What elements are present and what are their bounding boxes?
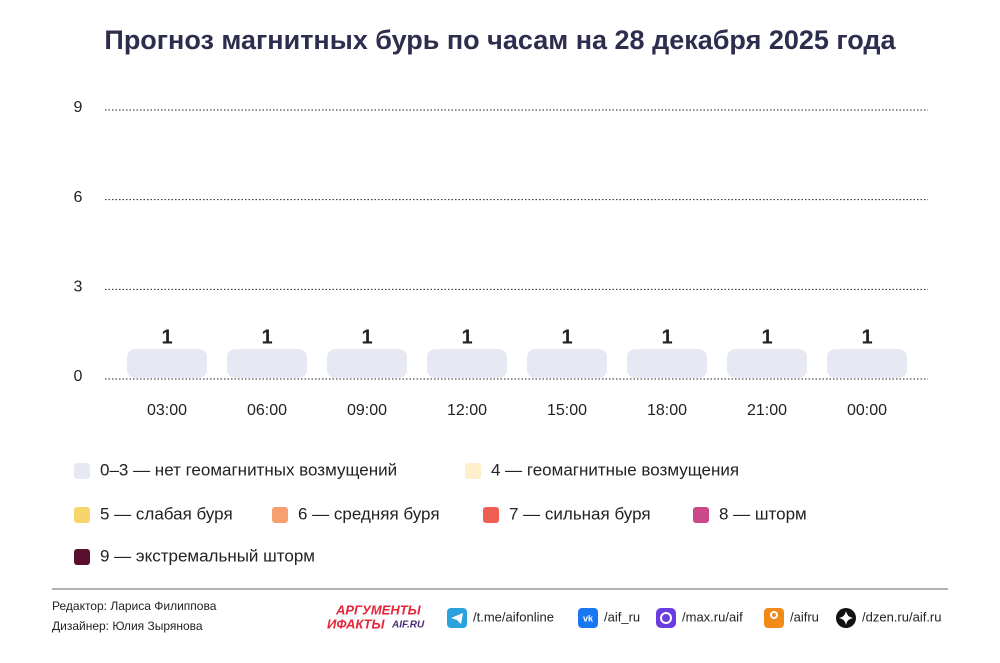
social-icons: vk — [447, 608, 856, 628]
icon-glyph: vk — [583, 613, 594, 623]
logo: АРГУМЕНТЫ ИФАКТЫ AIF.RU — [327, 602, 425, 631]
value-label: 1 — [661, 326, 672, 348]
social-link[interactable]: /dzen.ru/aif.ru — [862, 609, 942, 624]
value-label: 1 — [161, 326, 172, 348]
legend-swatch — [272, 507, 288, 523]
legend-swatch — [693, 507, 709, 523]
x-tick-label: 21:00 — [747, 402, 787, 419]
legend-label: 0–3 — нет геомагнитных возмущений — [100, 460, 397, 479]
credit: Редактор: Лариса Филиппова — [52, 599, 217, 613]
social-link[interactable]: /aifru — [790, 609, 819, 624]
x-tick-label: 06:00 — [247, 402, 287, 419]
x-tick-label: 09:00 — [347, 402, 387, 419]
legend-label: 9 — экстремальный шторм — [100, 546, 315, 565]
x-tick-label: 15:00 — [547, 402, 587, 419]
legend-swatch — [465, 463, 481, 479]
credit: Дизайнер: Юлия Зырянова — [52, 619, 203, 633]
bar — [227, 349, 307, 378]
legend-swatch — [74, 549, 90, 565]
bar — [527, 349, 607, 378]
value-label: 1 — [761, 326, 772, 348]
logo-text: AIF.RU — [391, 620, 425, 631]
logo-text: АРГУМЕНТЫ — [335, 602, 422, 617]
x-tick-label: 03:00 — [147, 402, 187, 419]
legend-label: 5 — слабая буря — [100, 504, 233, 523]
legend-swatch — [74, 463, 90, 479]
legend-label: 8 — шторм — [719, 504, 807, 523]
icon-glyph — [660, 612, 672, 624]
legend-label: 4 — геомагнитные возмущения — [491, 460, 739, 479]
social-link[interactable]: /max.ru/aif — [682, 609, 743, 624]
icon-glyph — [839, 611, 853, 625]
value-label: 1 — [361, 326, 372, 348]
logo-text: ИФАКТЫ — [327, 616, 385, 631]
bar — [627, 349, 707, 378]
bar — [127, 349, 207, 378]
bar — [327, 349, 407, 378]
x-tick-label: 18:00 — [647, 402, 687, 419]
icon-vk — [578, 608, 598, 628]
value-label: 1 — [461, 326, 472, 348]
y-tick-label: 0 — [74, 368, 83, 385]
value-label: 1 — [261, 326, 272, 348]
value-label: 1 — [861, 326, 872, 348]
bar — [827, 349, 907, 378]
icon-glyph — [770, 611, 778, 619]
icon-max — [656, 608, 676, 628]
x-tick-label: 12:00 — [447, 402, 487, 419]
y-tick-label: 9 — [74, 99, 83, 116]
bar — [427, 349, 507, 378]
legend-label: 7 — сильная буря — [509, 504, 651, 523]
social-link[interactable]: /t.me/aifonline — [473, 609, 554, 624]
y-tick-label: 6 — [74, 189, 83, 206]
icon-glyph — [451, 613, 463, 624]
legend-label: 6 — средняя буря — [298, 504, 440, 523]
y-tick-label: 3 — [74, 279, 83, 296]
chart-title: Прогноз магнитных бурь по часам на 28 де… — [104, 25, 896, 55]
legend-swatch — [74, 507, 90, 523]
x-tick-label: 00:00 — [847, 402, 887, 419]
bar — [727, 349, 807, 378]
value-label: 1 — [561, 326, 572, 348]
legend-swatch — [483, 507, 499, 523]
social-link[interactable]: /aif_ru — [604, 609, 640, 624]
